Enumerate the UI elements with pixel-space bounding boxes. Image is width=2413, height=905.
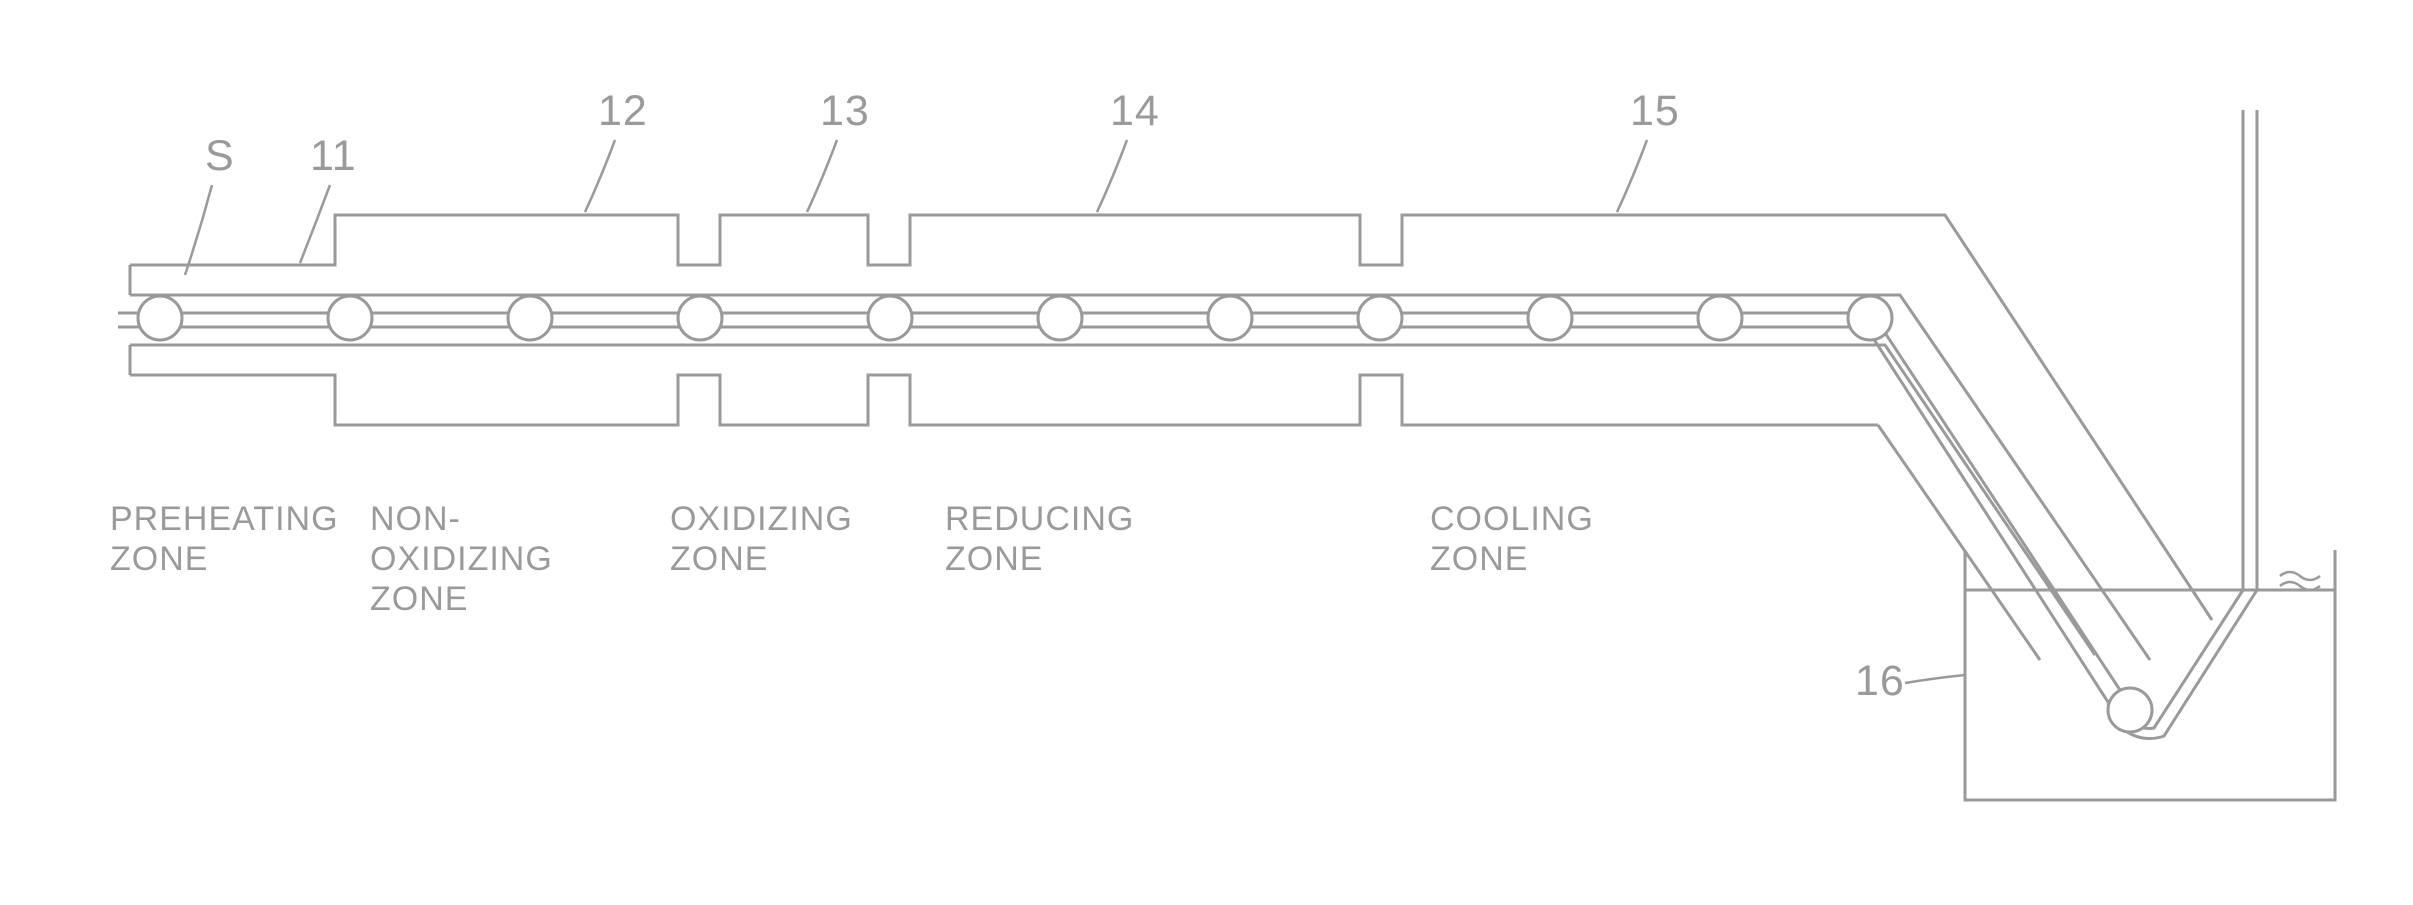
snout-top-outer: [1878, 215, 2212, 620]
bath-pot: [1965, 550, 2335, 800]
roller-10: [1848, 296, 1892, 340]
roller-3: [678, 296, 722, 340]
liquid-marker-1: [2280, 572, 2320, 580]
snout-top-inner: [1878, 295, 2150, 660]
ref-label-12: 12: [598, 87, 648, 135]
ref-label-14: 14: [1110, 87, 1160, 135]
snout-bot-outer: [1878, 425, 2040, 660]
furnace-top-outer: [130, 215, 1878, 265]
ref-leader-12: [585, 140, 615, 212]
ref-leader-16: [1905, 675, 1965, 683]
furnace-bot-outer: [130, 375, 1878, 425]
bath-sink-roller: [2108, 688, 2152, 732]
ref-label-11: 11: [310, 132, 357, 180]
ref-label-S: S: [205, 132, 235, 180]
roller-2: [508, 296, 552, 340]
ref-leader-S: [185, 185, 212, 275]
ref-label-13: 13: [820, 87, 870, 135]
roller-0: [138, 296, 182, 340]
zone-label-cooling: COOLINGZONE: [1430, 500, 1594, 578]
ref-label-16: 16: [1855, 657, 1905, 705]
ref-leader-13: [807, 140, 837, 212]
zone-label-oxidizing: OXIDIZINGZONE: [670, 500, 853, 578]
zone-label-preheating: PREHEATINGZONE: [110, 500, 339, 578]
ref-leader-11: [300, 185, 330, 263]
roller-8: [1528, 296, 1572, 340]
roller-6: [1208, 296, 1252, 340]
roller-5: [1038, 296, 1082, 340]
roller-9: [1698, 296, 1742, 340]
ref-leader-15: [1617, 140, 1647, 212]
ref-leader-14: [1097, 140, 1127, 212]
roller-7: [1358, 296, 1402, 340]
ref-label-15: 15: [1630, 87, 1680, 135]
roller-1: [328, 296, 372, 340]
zone-label-reducing: REDUCINGZONE: [945, 500, 1134, 578]
zone-label-nonoxidizing: NON-OXIDIZINGZONE: [370, 500, 553, 618]
roller-4: [868, 296, 912, 340]
